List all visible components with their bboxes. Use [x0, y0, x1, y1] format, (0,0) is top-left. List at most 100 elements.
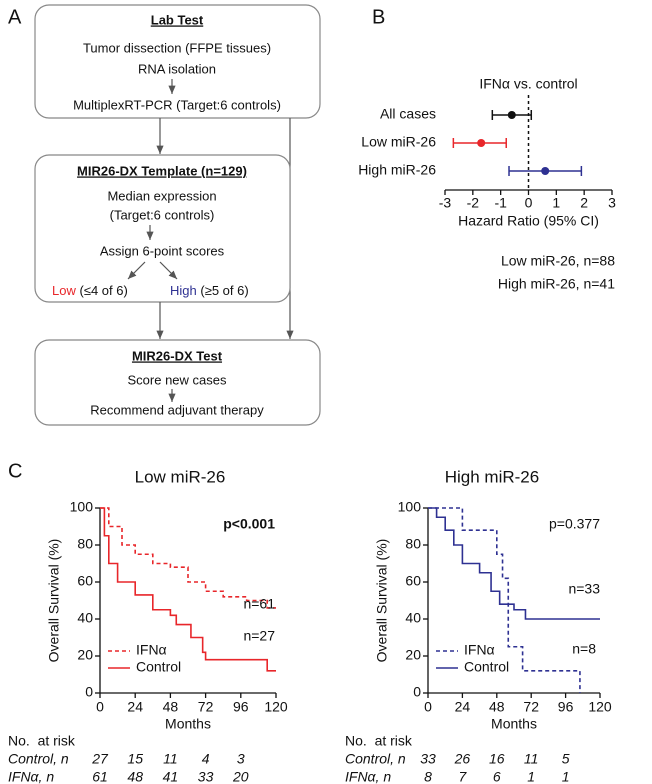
risk-row-label: IFNα, n — [345, 769, 391, 784]
risk-value: 15 — [127, 751, 143, 767]
x-axis-title: Hazard Ratio (95% CI) — [458, 213, 599, 229]
x-tick-label: 24 — [455, 699, 471, 715]
box-text: Median expression — [107, 188, 216, 203]
x-tick-label: 24 — [127, 699, 143, 715]
risk-row-label: Control, n — [8, 751, 69, 767]
risk-title: No. at risk — [345, 733, 413, 749]
panel-label: B — [372, 6, 385, 28]
risk-value: 1 — [527, 769, 535, 784]
x-tick-label: -2 — [467, 195, 480, 211]
box-text: Recommend adjuvant therapy — [90, 402, 264, 417]
x-tick-label: 120 — [264, 699, 288, 715]
annotation: n=61 — [243, 596, 275, 612]
risk-value: 7 — [459, 769, 468, 784]
x-tick-label: 0 — [96, 699, 104, 715]
risk-value: 61 — [92, 769, 108, 784]
risk-value: 33 — [420, 751, 436, 767]
x-tick-label: 48 — [163, 699, 179, 715]
x-axis-title: Months — [491, 716, 537, 732]
chart-title: Low miR-26 — [135, 467, 226, 486]
risk-value: 41 — [163, 769, 179, 784]
y-tick-label: 80 — [77, 536, 93, 552]
risk-value: 33 — [198, 769, 214, 784]
x-tick-label: -3 — [439, 195, 452, 211]
x-tick-label: 96 — [558, 699, 574, 715]
box — [34, 339, 321, 426]
survival-curve — [100, 507, 276, 672]
annotation: n=8 — [572, 641, 596, 657]
outcome-detail: (≤4 of 6) — [79, 283, 127, 298]
arrow — [159, 261, 178, 280]
risk-value: 48 — [127, 769, 143, 784]
risk-value: 27 — [91, 751, 109, 767]
risk-value: 1 — [562, 769, 570, 784]
x-tick-label: 1 — [552, 195, 560, 211]
box-text: (Target:6 controls) — [110, 207, 215, 222]
x-tick-label: 72 — [523, 699, 539, 715]
x-tick-label: 72 — [198, 699, 214, 715]
panel-label: A — [8, 6, 22, 28]
outcome-label: High — [170, 283, 197, 298]
risk-value: 26 — [454, 751, 471, 767]
box-text: Assign 6-point scores — [100, 243, 225, 258]
survival-curve — [428, 507, 600, 620]
panel-label: C — [8, 460, 22, 482]
annotation: n=33 — [568, 581, 600, 597]
y-axis-title: Overall Survival (%) — [374, 539, 390, 663]
box-title: MIR26-DX Test — [132, 348, 223, 363]
annotation: p=0.377 — [549, 516, 600, 532]
x-tick-label: 48 — [489, 699, 505, 715]
x-tick-label: 120 — [588, 699, 612, 715]
y-tick-label: 0 — [85, 684, 93, 700]
x-tick-label: 2 — [580, 195, 588, 211]
y-tick-label: 100 — [70, 499, 94, 515]
risk-value: 11 — [163, 751, 178, 767]
outcome-detail: (≥5 of 6) — [200, 283, 248, 298]
y-tick-label: 60 — [405, 573, 421, 589]
risk-value: 6 — [493, 769, 501, 784]
risk-title: No. at risk — [8, 733, 76, 749]
box — [34, 154, 291, 303]
legend-label: IFNα — [464, 642, 495, 658]
box-title: MIR26-DX Template (n=129) — [77, 163, 247, 178]
x-tick-label: 0 — [424, 699, 432, 715]
risk-value: 3 — [237, 751, 245, 767]
legend-label: IFNα — [136, 642, 167, 658]
x-axis-title: Months — [165, 716, 211, 732]
outcome: Low (≤4 of 6) — [52, 283, 128, 298]
annotation: n=27 — [243, 628, 275, 644]
arrow — [127, 261, 146, 280]
box — [34, 4, 321, 119]
y-tick-label: 100 — [398, 499, 422, 515]
box-text: RNA isolation — [138, 61, 216, 76]
x-tick-label: 0 — [525, 195, 533, 211]
y-tick-label: 0 — [413, 684, 421, 700]
outcome-label: Low — [52, 283, 76, 298]
survival-curve — [100, 507, 276, 609]
box-text: Score new cases — [128, 372, 227, 387]
point — [541, 167, 550, 175]
risk-value: 8 — [424, 769, 432, 784]
point — [477, 139, 486, 147]
risk-value: 5 — [562, 751, 570, 767]
y-tick-label: 20 — [77, 647, 93, 663]
category-label: High miR-26 — [358, 162, 436, 178]
risk-value: 20 — [232, 769, 249, 784]
risk-value: 16 — [489, 751, 505, 767]
x-tick-label: -1 — [494, 195, 507, 211]
box-title: Lab Test — [151, 12, 204, 27]
y-tick-label: 40 — [77, 610, 93, 626]
risk-row-label: Control, n — [345, 751, 406, 767]
y-tick-label: 80 — [405, 536, 421, 552]
y-tick-label: 60 — [77, 573, 93, 589]
legend-label: Control — [464, 659, 509, 675]
y-tick-label: 20 — [405, 647, 421, 663]
risk-row-label: IFNα, n — [8, 769, 54, 784]
legend-label: Control — [136, 659, 181, 675]
note: Low miR-26, n=88 — [501, 253, 615, 269]
box-text: MultiplexRT-PCR (Target:6 controls) — [73, 97, 281, 112]
x-tick-label: 96 — [233, 699, 249, 715]
chart-title: IFNα vs. control — [479, 76, 577, 92]
box-text: Tumor dissection (FFPE tissues) — [83, 40, 271, 55]
